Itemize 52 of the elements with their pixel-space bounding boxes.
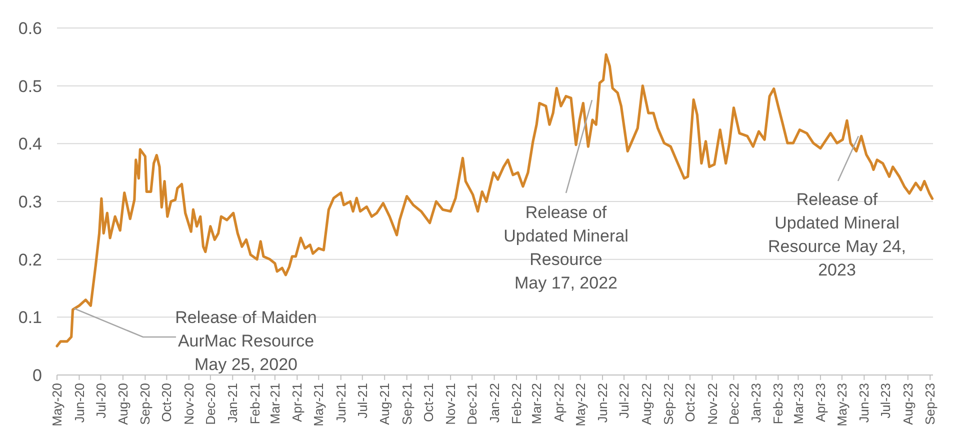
x-tick-label: Jul-23 bbox=[878, 383, 894, 418]
x-tick-label: May-23 bbox=[834, 383, 850, 426]
x-tick-label: Jul-22 bbox=[616, 383, 632, 418]
y-tick-label: 0.2 bbox=[18, 250, 42, 270]
x-tick-label: Jul-21 bbox=[354, 383, 370, 418]
x-tick-label: Apr-22 bbox=[551, 383, 566, 422]
x-tick-label: Jun-21 bbox=[333, 383, 348, 423]
x-tick-label: Dec-20 bbox=[202, 383, 218, 425]
y-tick-label: 0.3 bbox=[18, 192, 42, 212]
x-tick-label: Apr-21 bbox=[290, 383, 305, 422]
x-tick-label: Aug-20 bbox=[116, 383, 130, 425]
annotation: Release of Updated Mineral Resource May 17, 2022 bbox=[504, 203, 628, 292]
x-tick-label: Mar-22 bbox=[529, 383, 544, 424]
x-tick-label: Aug-21 bbox=[377, 383, 392, 425]
x-tick-label: Nov-22 bbox=[704, 383, 720, 425]
x-tick-label: Feb-23 bbox=[770, 383, 786, 424]
y-tick-label: 0.1 bbox=[18, 308, 42, 328]
x-tick-label: Mar-23 bbox=[790, 383, 806, 424]
x-tick-label: Oct-20 bbox=[159, 383, 174, 422]
x-tick-label: Aug-23 bbox=[900, 383, 916, 425]
x-tick-label: Apr-23 bbox=[813, 383, 828, 422]
x-tick-label: Sep-23 bbox=[922, 383, 938, 425]
x-tick-label: Jun-20 bbox=[72, 383, 87, 423]
x-tick-label: Nov-21 bbox=[443, 383, 458, 425]
x-tick-label: Oct-21 bbox=[420, 383, 436, 422]
x-tick-label: Sep-20 bbox=[138, 383, 153, 425]
annotation: Release of Maiden AurMac Resource May 25, 2020 bbox=[175, 308, 317, 374]
y-tick-label: 0.4 bbox=[18, 134, 42, 154]
y-tick-label: 0.6 bbox=[18, 18, 42, 38]
x-tick-label: Feb-21 bbox=[247, 383, 262, 424]
y-tick-label: 0.5 bbox=[18, 76, 42, 96]
x-tick-label: May-21 bbox=[311, 383, 326, 426]
x-tick-label: Dec-21 bbox=[464, 383, 480, 425]
x-tick-label: Aug-22 bbox=[638, 383, 654, 425]
x-tick-label: Jan-22 bbox=[486, 383, 502, 423]
x-tick-label: Sep-21 bbox=[399, 383, 414, 425]
x-tick-label: May-20 bbox=[50, 383, 65, 426]
x-tick-label: Nov-20 bbox=[181, 383, 196, 425]
x-tick-label: Dec-22 bbox=[726, 383, 742, 425]
x-tick-label: Jun-23 bbox=[856, 383, 872, 423]
x-tick-label: Jan-21 bbox=[225, 383, 240, 423]
x-tick-label: Jul-20 bbox=[93, 383, 108, 418]
x-tick-label: Feb-22 bbox=[509, 383, 524, 424]
y-tick-label: 0 bbox=[32, 366, 42, 385]
x-tick-label: Jun-22 bbox=[595, 383, 610, 423]
annotation: Release of Updated Mineral Resource May 24, 2023 bbox=[768, 190, 906, 280]
x-tick-label: Mar-21 bbox=[267, 383, 282, 424]
x-tick-label: Jan-23 bbox=[748, 383, 764, 423]
x-tick-label: May-22 bbox=[572, 383, 588, 426]
line-series bbox=[56, 53, 934, 348]
x-tick-label: Sep-22 bbox=[661, 383, 676, 425]
x-tick-label: Oct-22 bbox=[682, 383, 698, 422]
